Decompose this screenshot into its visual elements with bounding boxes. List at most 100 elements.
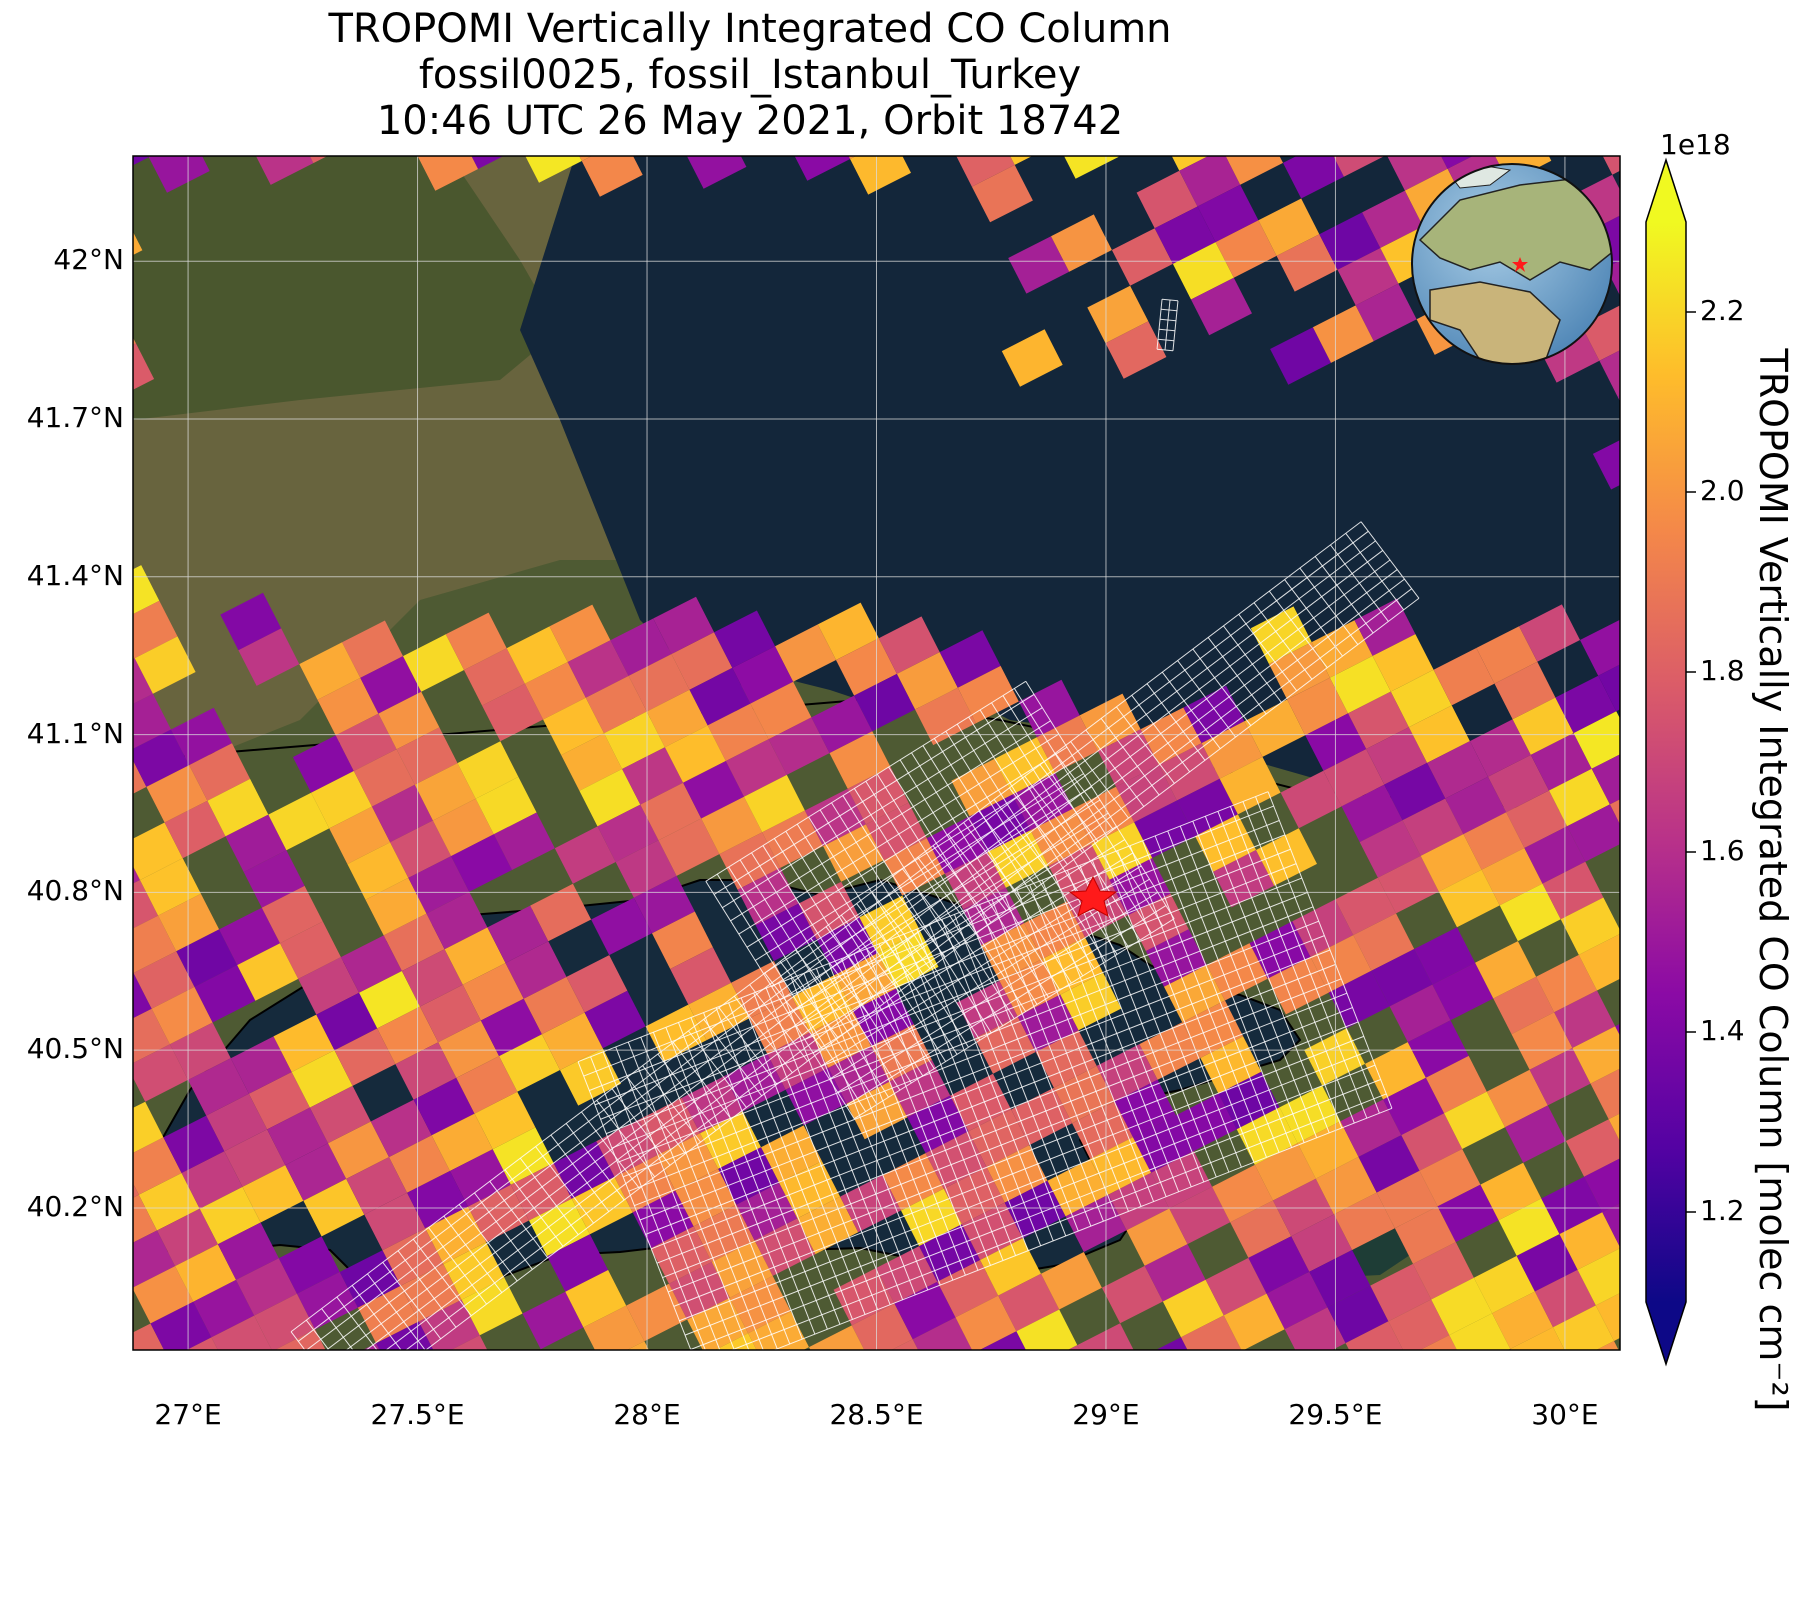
- footprint-line: [804, 839, 1125, 1040]
- colorbar-outline: [1645, 157, 1687, 1367]
- latitude-tick-label: 41.7°N: [26, 400, 124, 434]
- co-pixel: [1270, 327, 1331, 385]
- co-pixel: [689, 667, 751, 726]
- colorbar-tick-label: 2.2: [1700, 294, 1745, 327]
- co-pixel: [1598, 664, 1620, 712]
- co-pixel: [1493, 976, 1555, 1035]
- co-pixel: [362, 1343, 380, 1350]
- co-pixel: [1437, 1184, 1499, 1243]
- title-line-2: fossil0025, fossil_Istanbul_Turkey: [418, 52, 1082, 98]
- co-pixel: [768, 717, 830, 775]
- co-pixel: [468, 1184, 529, 1243]
- co-pixel: [646, 689, 708, 748]
- co-pixel: [1530, 733, 1592, 791]
- co-pixel: [664, 725, 726, 783]
- co-pixel: [133, 231, 143, 255]
- footprint-line: [730, 1093, 1387, 1350]
- co-pixel: [1387, 156, 1448, 191]
- footprint-line: [684, 1064, 1376, 1336]
- co-pixel: [657, 1133, 719, 1191]
- co-pixel: [1401, 1113, 1463, 1171]
- longitude-tick-label: 27.5°E: [370, 1398, 465, 1431]
- co-pixel: [1486, 1069, 1548, 1128]
- footprint-line: [577, 791, 1269, 1063]
- footprint-line: [617, 891, 1308, 1163]
- co-pixel: [1116, 764, 1177, 823]
- co-pixel: [1139, 1022, 1201, 1080]
- title-line-1: TROPOMI Vertically Integrated CO Column: [328, 6, 1172, 52]
- co-pixel: [364, 1192, 426, 1251]
- co-pixel: [761, 1125, 822, 1183]
- co-pixel: [480, 998, 542, 1057]
- footprint-line: [722, 707, 1043, 909]
- co-pixel: [585, 675, 647, 734]
- co-pixel: [451, 834, 512, 892]
- co-pixel: [1087, 285, 1149, 344]
- co-pixel: [133, 1183, 139, 1198]
- footprint-line: [738, 733, 1060, 935]
- co-pixel: [1236, 1107, 1298, 1165]
- co-pixel: [189, 743, 251, 801]
- co-pixel: [291, 1050, 353, 1108]
- co-pixel: [505, 941, 567, 999]
- footprint-line: [385, 578, 1405, 1350]
- globe-location-star-icon: [1512, 257, 1528, 272]
- co-pixel: [396, 727, 458, 785]
- co-pixel: [579, 769, 641, 827]
- co-pixel: [1365, 1042, 1426, 1100]
- co-pixel: [771, 88, 832, 146]
- co-pixel: [457, 741, 519, 799]
- footprint-line: [305, 1319, 330, 1350]
- co-pixel: [658, 818, 720, 876]
- footprint-line: [779, 799, 1101, 1001]
- co-pixel: [317, 677, 379, 736]
- co-pixel: [456, 1056, 518, 1114]
- co-pixel: [340, 935, 402, 993]
- co-pixel: [1420, 1335, 1457, 1350]
- co-pixel: [1329, 655, 1391, 714]
- co-pixel: [309, 156, 328, 164]
- co-pixel: [1505, 1105, 1566, 1163]
- co-pixel: [133, 343, 155, 390]
- co-pixel: [1394, 1206, 1456, 1264]
- co-pixel: [850, 156, 911, 195]
- co-pixel: [181, 1151, 243, 1209]
- co-pixel: [1511, 1012, 1573, 1070]
- co-pixel: [1310, 935, 1372, 993]
- co-pixel: [1432, 962, 1494, 1021]
- colorbar-tick-label: 1.6: [1700, 834, 1745, 867]
- co-pixel: [1266, 1271, 1328, 1330]
- co-pixel: [133, 822, 183, 880]
- co-pixel: [1279, 1085, 1341, 1144]
- co-pixel: [1608, 1113, 1620, 1142]
- co-pixel: [1581, 305, 1620, 361]
- co-pixel: [1134, 800, 1196, 858]
- co-pixel: [1524, 826, 1586, 884]
- co-pixel: [1510, 1327, 1565, 1350]
- co-pixel: [1370, 1263, 1432, 1322]
- latitude-tick-label: 42°N: [53, 243, 124, 277]
- co-pixel: [1064, 156, 1119, 179]
- co-pixel: [718, 1147, 780, 1205]
- co-pixel: [775, 624, 836, 682]
- co-pixel: [157, 1208, 218, 1267]
- co-pixel: [653, 596, 715, 655]
- co-pixel: [1267, 956, 1329, 1015]
- latitude-tick-label: 41.1°N: [26, 716, 124, 750]
- co-pixel: [610, 618, 672, 676]
- co-pixel: [1051, 214, 1112, 272]
- co-pixel: [133, 156, 149, 166]
- co-pixel: [403, 634, 464, 692]
- co-pixel: [188, 1058, 249, 1116]
- footprint-line: [713, 694, 1035, 895]
- co-pixel: [1199, 1351, 1260, 1408]
- co-pixel: [1323, 749, 1385, 807]
- co-pixel: [506, 626, 568, 684]
- co-pixel: [342, 620, 403, 678]
- co-pixel: [1572, 1026, 1620, 1084]
- co-pixel: [854, 673, 916, 732]
- co-pixel: [353, 749, 415, 807]
- latitude-tick-label: 40.2°N: [26, 1189, 124, 1223]
- co-pixel: [1315, 1156, 1377, 1215]
- co-pixel: [1441, 156, 1473, 169]
